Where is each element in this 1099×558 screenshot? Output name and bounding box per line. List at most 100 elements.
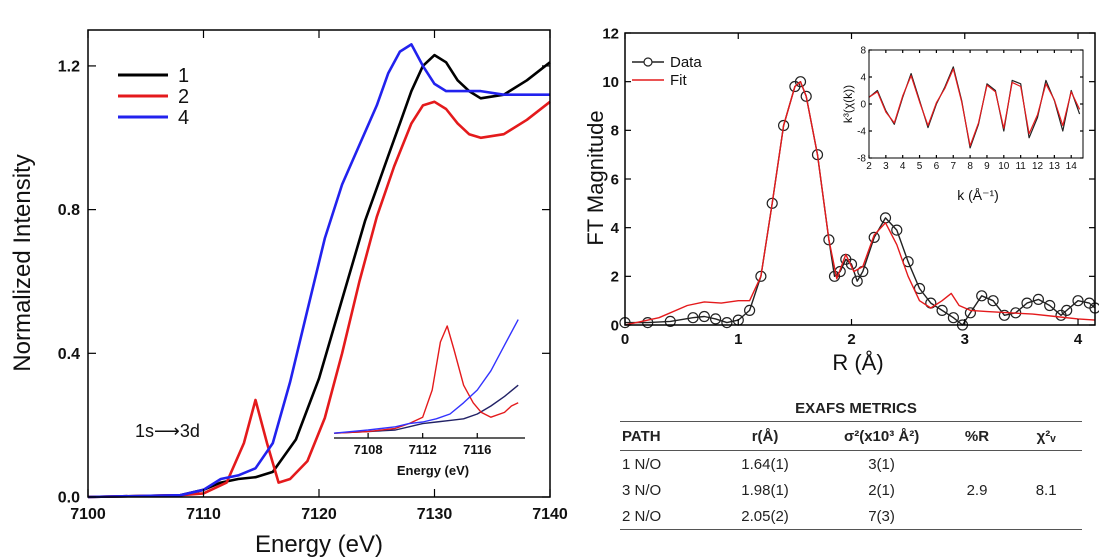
table-cell (1010, 503, 1082, 530)
x-tick-label: 7140 (532, 506, 568, 523)
data-point (698, 310, 710, 323)
series-line-2 (87, 100, 551, 499)
y-tick-label: 8 (860, 46, 866, 57)
data-point (1044, 299, 1056, 312)
xanes-x-axis-label: Energy (eV) (255, 531, 383, 558)
column-header: %R (943, 421, 1011, 451)
column-header: σ²(x10³ Å²) (819, 421, 944, 451)
y-tick-label: 0.4 (58, 346, 80, 363)
column-header: χ²ᵥ (1010, 421, 1082, 451)
series-line-data (625, 81, 1096, 326)
data-point (1072, 295, 1084, 307)
data-point (777, 119, 790, 132)
data-point (721, 317, 733, 329)
table-title: EXAFS METRICS (795, 400, 917, 417)
table-cell: 3 N/O (622, 482, 662, 499)
x-tick-label: 13 (1049, 161, 1061, 172)
data-point (1021, 297, 1033, 309)
data-point (976, 290, 988, 302)
xanes-inset-chart: 7108 7112 7116 Energy (eV) (333, 319, 525, 478)
x-tick-label: 7130 (417, 506, 453, 523)
table-header-row: PATH r(Å) σ²(x10³ Å²) %R χ²ᵥ (620, 421, 1082, 451)
x-tick-label: 14 (1066, 161, 1078, 172)
data-point (998, 309, 1011, 321)
y-tick-label: 0.0 (58, 490, 80, 507)
data-point (709, 313, 722, 325)
table-cell: 1.98(1) (741, 482, 789, 499)
xanes-inset-ticks: 7108 7112 7116 (354, 433, 491, 457)
legend-label: 2 (178, 86, 189, 108)
y-tick-label: 4 (860, 73, 866, 84)
data-point (891, 224, 903, 236)
data-point (642, 317, 654, 329)
data-point (947, 312, 960, 324)
y-tick-label: 0 (611, 317, 619, 334)
legend-label: Data (670, 54, 702, 71)
series-line-4 (87, 43, 550, 499)
column-header: PATH (620, 421, 711, 451)
y-tick-label: 2 (611, 269, 619, 286)
data-point (800, 90, 812, 102)
y-tick-label: 4 (611, 220, 620, 237)
table-cell (944, 451, 1010, 478)
x-tick-label: 11 (1015, 161, 1026, 172)
x-tick-label: 5 (917, 161, 923, 172)
table-cell: 7(3) (819, 503, 944, 530)
x-tick-label: 0 (621, 331, 629, 348)
x-tick-label: 4 (900, 161, 906, 172)
k-inset-x-axis-label: k (Å⁻¹) (957, 187, 999, 203)
column-header: r(Å) (710, 421, 820, 451)
x-tick-label: 4 (1074, 331, 1083, 348)
data-point (743, 304, 756, 316)
x-tick-label: 7110 (186, 506, 221, 523)
table-cell: 3(1) (868, 456, 895, 473)
xanes-chart: 7100 7110 7120 7130 7140 0.0 0.4 0.8 1.2 Energy … (9, 29, 568, 558)
ft-ticks: 0 1 2 3 4 0 2 4 6 8 10 12 (602, 25, 1095, 348)
table-cell: 1 N/O (622, 456, 662, 473)
x-tick-label: 7100 (70, 506, 106, 523)
xanes-series-group (87, 43, 551, 499)
data-point (851, 275, 863, 287)
table-cell: 2(1) (868, 482, 895, 499)
y-tick-label: 8 (611, 123, 619, 140)
ft-y-axis-label: FT Magnitude (583, 110, 608, 245)
y-tick-label: 12 (602, 25, 619, 42)
x-tick-label: 12 (1032, 161, 1044, 172)
x-tick-label: 7116 (463, 442, 491, 457)
y-tick-label: 0.8 (58, 202, 80, 219)
x-tick-label: 3 (961, 331, 969, 348)
metrics-table: PATH r(Å) σ²(x10³ Å²) %R χ²ᵥ 1 N/O 1.64(… (620, 421, 1082, 530)
x-tick-label: 7120 (301, 506, 337, 523)
series-line-1 (333, 384, 519, 434)
data-point (987, 295, 999, 307)
y-tick-label: -8 (857, 154, 866, 165)
x-tick-label: 6 (934, 161, 940, 172)
x-tick-label: 1 (734, 331, 742, 348)
xanes-legend: 124 (118, 65, 189, 129)
k-inset-series-group (868, 66, 1081, 149)
x-tick-label: 9 (984, 161, 990, 172)
data-point (964, 307, 977, 319)
y-tick-label: -4 (857, 127, 866, 138)
table-row: 1 N/O 1.64(1) 3(1) (620, 451, 1082, 478)
exafs-metrics-table: EXAFS METRICS PATH r(Å) σ²(x10³ Å²) %R χ… (620, 400, 1082, 530)
legend-label: 4 (178, 107, 189, 129)
table-cell (943, 503, 1011, 530)
data-point (664, 315, 676, 327)
table-cell: 2.05(2) (710, 503, 820, 530)
table-row: 2 N/O 2.05(2) 7(3) (620, 503, 1082, 530)
x-tick-label: 7 (950, 161, 956, 172)
data-point (1061, 304, 1073, 316)
x-tick-label: 10 (998, 161, 1010, 172)
k-inset-y-axis-label: k³(χ(k)) (841, 85, 855, 123)
table-row: 3 N/O 1.98(1) 2(1) 2.9 8.1 (620, 477, 1082, 503)
data-point (755, 270, 767, 282)
table-cell: 2.9 (966, 482, 988, 499)
series-line-4 (333, 319, 519, 434)
y-tick-label: 6 (611, 171, 619, 188)
data-point (936, 304, 948, 316)
